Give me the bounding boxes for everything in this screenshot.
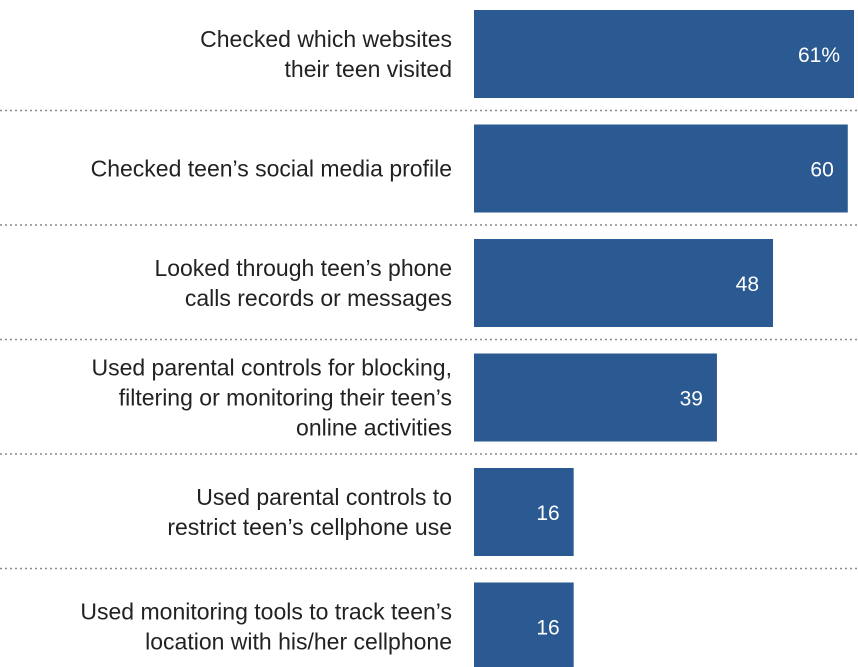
category-label-4: Used parental controls for blocking, filt… (91, 355, 452, 441)
value-label-2: 60 (810, 159, 833, 182)
category-labels: Checked which websites their teen visited… (80, 26, 452, 655)
bar-1 (474, 10, 854, 98)
value-label-4: 39 (680, 388, 703, 411)
bar-2 (474, 124, 848, 213)
bar-4 (474, 353, 717, 442)
bar-5 (474, 468, 574, 556)
value-label-5: 16 (536, 502, 559, 525)
value-label-1: 61% (798, 44, 840, 67)
value-labels: 61% 60 48 39 16 16 (536, 44, 840, 640)
category-label-1: Checked which websites their teen visited (200, 26, 452, 82)
category-label-6: Used monitoring tools to track teen’s loc… (80, 599, 452, 655)
category-label-3: Looked through teen’s phone calls records… (154, 255, 452, 311)
bar-6 (474, 582, 574, 667)
value-label-3: 48 (736, 273, 759, 296)
value-label-6: 16 (536, 617, 559, 640)
row-separators (0, 109, 858, 570)
category-label-5: Used parental controls to restrict teen’s… (167, 484, 452, 540)
category-label-2: Checked teen’s social media profile (91, 156, 452, 182)
bars (474, 10, 854, 667)
bar-3 (474, 239, 774, 327)
